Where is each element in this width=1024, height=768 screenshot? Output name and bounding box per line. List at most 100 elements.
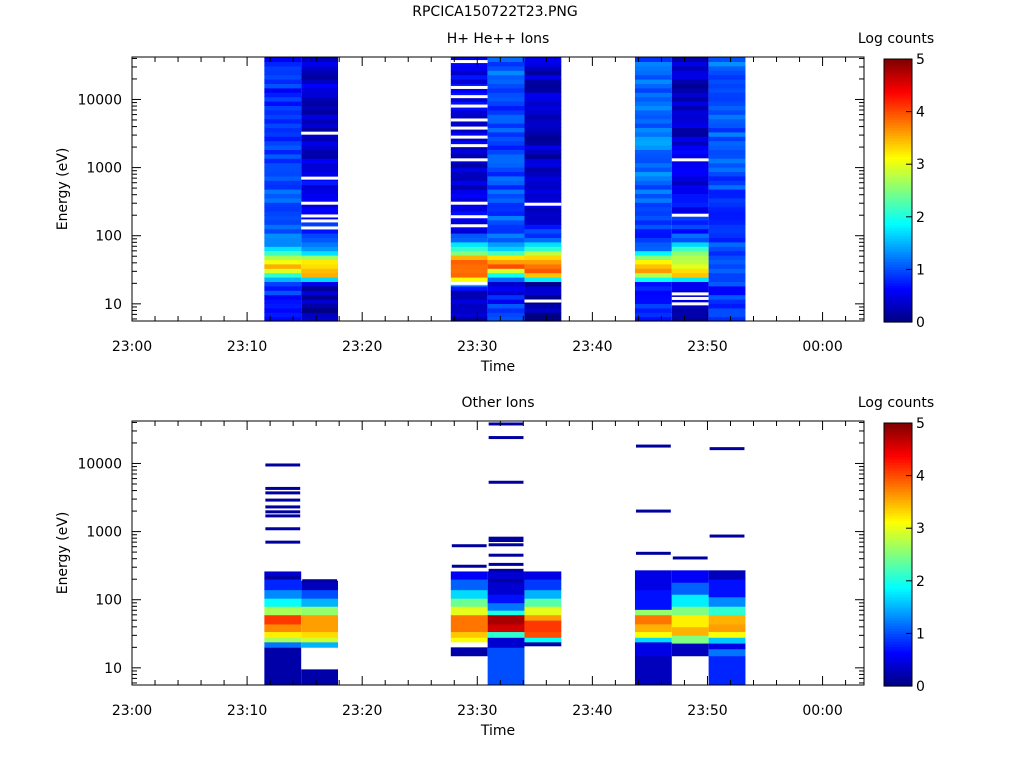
- colorbar-band: [884, 59, 912, 63]
- energy-bin: [634, 272, 672, 278]
- time-column: [524, 571, 562, 647]
- colorbar-band: [884, 643, 912, 648]
- colorbar-band: [884, 74, 912, 79]
- energy-bin: [450, 631, 488, 638]
- energy-bin: [487, 624, 525, 633]
- energy-bin: [671, 61, 709, 67]
- energy-bin: [301, 580, 339, 591]
- energy-bin: [264, 57, 302, 62]
- colorbar-band: [884, 494, 912, 498]
- energy-bin: [487, 83, 525, 89]
- energy-bin: [634, 294, 672, 300]
- energy-bin: [671, 626, 709, 636]
- energy-bin: [671, 189, 709, 194]
- energy-bin: [634, 189, 672, 194]
- energy-bin: [671, 316, 709, 322]
- colorbar-band: [884, 454, 912, 458]
- energy-bin: [450, 153, 488, 159]
- colorbar-band: [884, 229, 912, 234]
- colorbar-tick-label: 2: [916, 574, 925, 590]
- panel-title: H+ He++ Ions: [447, 31, 550, 47]
- energy-bin: [264, 105, 302, 111]
- energy-bin: [671, 114, 709, 120]
- energy-bin: [264, 246, 302, 252]
- energy-bin: [524, 105, 562, 111]
- sparse-count-line: [488, 568, 524, 572]
- colorbar-band: [884, 151, 912, 155]
- energy-bin: [634, 246, 672, 252]
- energy-bin: [487, 92, 525, 98]
- colorbar-band: [884, 675, 912, 679]
- colorbar-band: [884, 311, 912, 315]
- energy-bin: [524, 620, 562, 633]
- colorbar-band: [884, 314, 912, 318]
- energy-bin: [524, 263, 562, 269]
- colorbar-band: [884, 266, 912, 270]
- colorbar-tick-label: 4: [916, 105, 925, 121]
- energy-bin: [264, 268, 302, 274]
- energy-bin: [487, 246, 525, 252]
- y-tick-label: 10000: [77, 92, 122, 108]
- colorbar-band: [884, 491, 912, 495]
- energy-bin: [450, 598, 488, 607]
- energy-bin: [671, 184, 709, 190]
- energy-bin: [671, 118, 709, 124]
- sparse-count-line: [709, 447, 745, 451]
- energy-bin: [301, 180, 339, 186]
- energy-bin: [264, 312, 302, 318]
- energy-bin: [708, 114, 746, 120]
- energy-bin: [487, 294, 525, 300]
- colorbar-band: [884, 628, 912, 632]
- colorbar-band: [884, 306, 912, 310]
- time-column: [708, 447, 746, 686]
- energy-bin: [487, 175, 525, 181]
- colorbar-band: [884, 158, 912, 163]
- colorbar-band: [884, 116, 912, 121]
- energy-bin: [264, 579, 302, 591]
- colorbar-band: [884, 208, 912, 213]
- time-column: [264, 463, 302, 686]
- energy-bin: [450, 123, 488, 128]
- energy-bin: [450, 87, 488, 93]
- energy-bin: [671, 83, 709, 89]
- energy-bin: [708, 101, 746, 106]
- energy-bin: [264, 228, 302, 234]
- colorbar-band: [884, 164, 912, 168]
- energy-bin: [671, 105, 709, 111]
- time-column: [708, 57, 746, 322]
- colorbar-band: [884, 124, 912, 128]
- energy-bin: [708, 648, 746, 657]
- energy-bin: [708, 228, 746, 234]
- empty-bin: [301, 131, 339, 135]
- energy-bin: [708, 237, 746, 243]
- colorbar-band: [884, 298, 912, 302]
- page-title: RPCICA150722T23.PNG: [412, 4, 578, 20]
- colorbar-band: [884, 507, 912, 511]
- energy-bin: [671, 570, 709, 583]
- energy-bin: [671, 193, 709, 199]
- energy-bin: [634, 114, 672, 120]
- energy-bin: [671, 643, 709, 657]
- energy-bin: [264, 153, 302, 159]
- energy-bin: [487, 228, 525, 234]
- energy-bin: [708, 149, 746, 155]
- energy-bin: [301, 259, 339, 265]
- energy-bin: [634, 158, 672, 164]
- time-column: [671, 57, 709, 322]
- energy-bin: [634, 259, 672, 265]
- energy-bin: [524, 123, 562, 128]
- colorbar-band: [884, 512, 912, 516]
- energy-bin: [264, 589, 302, 599]
- energy-bin: [708, 105, 746, 111]
- colorbar-band: [884, 533, 912, 537]
- sparse-count-line: [302, 579, 338, 583]
- energy-bin: [487, 87, 525, 93]
- energy-bin: [450, 307, 488, 313]
- energy-bin: [450, 211, 488, 216]
- colorbar-band: [884, 85, 912, 89]
- sparse-count-line: [672, 556, 708, 560]
- y-tick-label: 10: [104, 661, 122, 677]
- energy-bin: [487, 241, 525, 247]
- energy-bin: [264, 598, 302, 607]
- energy-bin: [264, 202, 302, 208]
